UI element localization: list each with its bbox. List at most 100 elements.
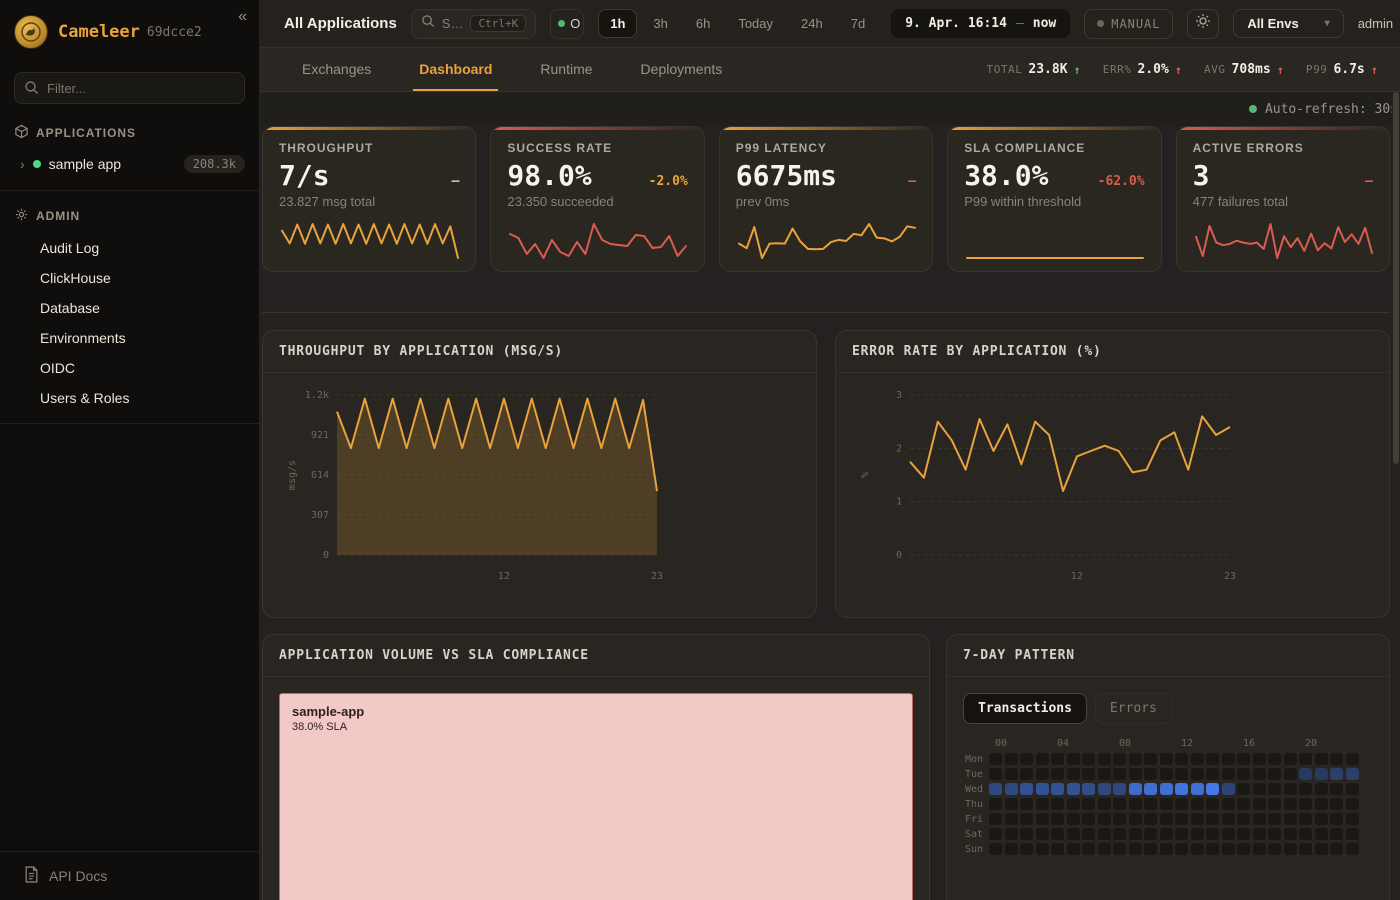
global-search-button[interactable]: S… Ctrl+K	[411, 9, 536, 39]
heatmap-cell	[1129, 828, 1142, 840]
stat-label: TOTAL	[987, 63, 1023, 76]
search-placeholder-text: S…	[442, 16, 464, 31]
heatmap-row-mon: Mon	[963, 753, 1373, 765]
kpi-title: ACTIVE ERRORS	[1193, 141, 1373, 155]
heatmap-toggle-group: Transactions Errors	[963, 693, 1373, 724]
heatmap-cell	[1299, 798, 1312, 810]
heatmap-hour-label	[1104, 738, 1120, 749]
heatmap-hour-label	[1228, 738, 1244, 749]
heatmap-cell	[1346, 813, 1359, 825]
heatmap-toggle-errors[interactable]: Errors	[1095, 693, 1172, 724]
sidebar-item-audit-log[interactable]: Audit Log	[0, 233, 259, 263]
heatmap-cell	[1160, 828, 1173, 840]
api-docs-label: API Docs	[49, 868, 107, 884]
heatmap-cell	[1253, 768, 1266, 780]
tab-runtime[interactable]: Runtime	[534, 48, 598, 91]
heatmap-cell	[1129, 783, 1142, 795]
heatmap-cell	[1315, 783, 1328, 795]
heatmap-cell	[989, 783, 1002, 795]
kpi-row: THROUGHPUT7/s–23.827 msg totalSUCCESS RA…	[262, 126, 1390, 272]
heatmap-cell	[1082, 828, 1095, 840]
heatmap-cell	[989, 813, 1002, 825]
heatmap-toggle-transactions[interactable]: Transactions	[963, 693, 1087, 724]
chart-title: ERROR RATE BY APPLICATION (%)	[836, 331, 1389, 373]
range-button-3h[interactable]: 3h	[641, 9, 679, 38]
filter-input[interactable]	[14, 72, 245, 104]
range-button-1h[interactable]: 1h	[598, 9, 637, 38]
tab-exchanges[interactable]: Exchanges	[296, 48, 377, 91]
kpi-value: 7/s	[279, 159, 330, 192]
sun-icon	[1195, 13, 1211, 34]
theme-toggle-button[interactable]	[1187, 9, 1219, 39]
tab-dashboard[interactable]: Dashboard	[413, 48, 498, 91]
heatmap-cell	[1222, 843, 1235, 855]
brand-version: 69dcce2	[147, 25, 202, 40]
live-status-label: O	[570, 16, 580, 31]
topbar: All Applications S… Ctrl+K O 1h3h6hToday…	[260, 0, 1400, 48]
sidebar-item-api-docs[interactable]: API Docs	[0, 851, 259, 900]
kpi-subtext: 477 failures total	[1193, 194, 1373, 209]
heatmap-cell	[1315, 813, 1328, 825]
status-dot-green	[33, 160, 41, 168]
heatmap-cell	[1299, 843, 1312, 855]
treemap-cell-sample-app[interactable]: sample-app 38.0% SLA	[279, 693, 913, 900]
kpi-value: 6675ms	[736, 159, 837, 192]
brand-logo-icon	[14, 15, 48, 49]
chart-title: THROUGHPUT BY APPLICATION (MSG/S)	[263, 331, 816, 373]
bottom-row: APPLICATION VOLUME VS SLA COMPLIANCE sam…	[262, 634, 1390, 900]
sidebar-item-environments[interactable]: Environments	[0, 323, 259, 353]
range-button-today[interactable]: Today	[726, 9, 785, 38]
heatmap-cell	[1222, 753, 1235, 765]
heatmap-cell	[1160, 783, 1173, 795]
heatmap-cell	[1005, 843, 1018, 855]
sidebar-item-clickhouse[interactable]: ClickHouse	[0, 263, 259, 293]
svg-text:2: 2	[896, 443, 902, 454]
sidebar-item-sample-app[interactable]: › sample app 208.3k	[0, 148, 259, 180]
stat-label: P99	[1306, 63, 1328, 76]
heatmap-cell	[1082, 813, 1095, 825]
heatmap-cell	[1237, 768, 1250, 780]
heatmap-cell	[1315, 828, 1328, 840]
heatmap-cell	[1098, 768, 1111, 780]
heatmap-cell	[1005, 753, 1018, 765]
heatmap-cell	[1175, 798, 1188, 810]
heatmap-cell	[1222, 813, 1235, 825]
volume-sla-card: APPLICATION VOLUME VS SLA COMPLIANCE sam…	[262, 634, 930, 900]
range-button-6h[interactable]: 6h	[684, 9, 722, 38]
heatmap-cell	[1082, 798, 1095, 810]
heatmap-hour-label	[1336, 738, 1352, 749]
kpi-sparkline	[736, 221, 916, 261]
sidebar-collapse-icon[interactable]: «	[238, 8, 247, 26]
heatmap-cell	[1005, 768, 1018, 780]
environment-select[interactable]: All Envs ▾	[1233, 9, 1343, 38]
scrollbar-thumb[interactable]	[1393, 92, 1399, 464]
chart-title: 7-DAY PATTERN	[947, 635, 1389, 677]
heatmap-cell	[1253, 813, 1266, 825]
heatmap-hour-label	[1321, 738, 1337, 749]
heatmap-row-sun: Sun	[963, 843, 1373, 855]
sidebar-item-users-roles[interactable]: Users & Roles	[0, 383, 259, 413]
heatmap-cell	[1222, 828, 1235, 840]
sidebar-item-oidc[interactable]: OIDC	[0, 353, 259, 383]
heatmap-cell	[1160, 753, 1173, 765]
live-status-button[interactable]: O	[550, 9, 584, 39]
kpi-accent-bar	[491, 127, 703, 130]
range-button-24h[interactable]: 24h	[789, 9, 835, 38]
range-button-7d[interactable]: 7d	[839, 9, 877, 38]
heatmap-hour-label	[1150, 738, 1166, 749]
heatmap-cell	[1237, 813, 1250, 825]
heatmap-cell	[1098, 813, 1111, 825]
heatmap-cell	[1175, 813, 1188, 825]
date-range-picker[interactable]: 9. Apr. 16:14 – now	[891, 9, 1070, 38]
vertical-scrollbar[interactable]	[1392, 92, 1400, 900]
heatmap-hour-label: 04	[1057, 738, 1073, 749]
manual-mode-button[interactable]: MANUAL	[1084, 9, 1173, 39]
chevron-right-icon[interactable]: ›	[20, 156, 25, 172]
trend-arrow-icon: ↑	[1175, 63, 1182, 77]
heatmap-cell	[1299, 828, 1312, 840]
heatmap-cell	[1005, 783, 1018, 795]
tab-deployments[interactable]: Deployments	[635, 48, 729, 91]
admin-nav-list: Audit LogClickHouseDatabaseEnvironmentsO…	[0, 231, 259, 413]
sidebar-item-database[interactable]: Database	[0, 293, 259, 323]
heatmap-day-label: Thu	[963, 799, 989, 810]
